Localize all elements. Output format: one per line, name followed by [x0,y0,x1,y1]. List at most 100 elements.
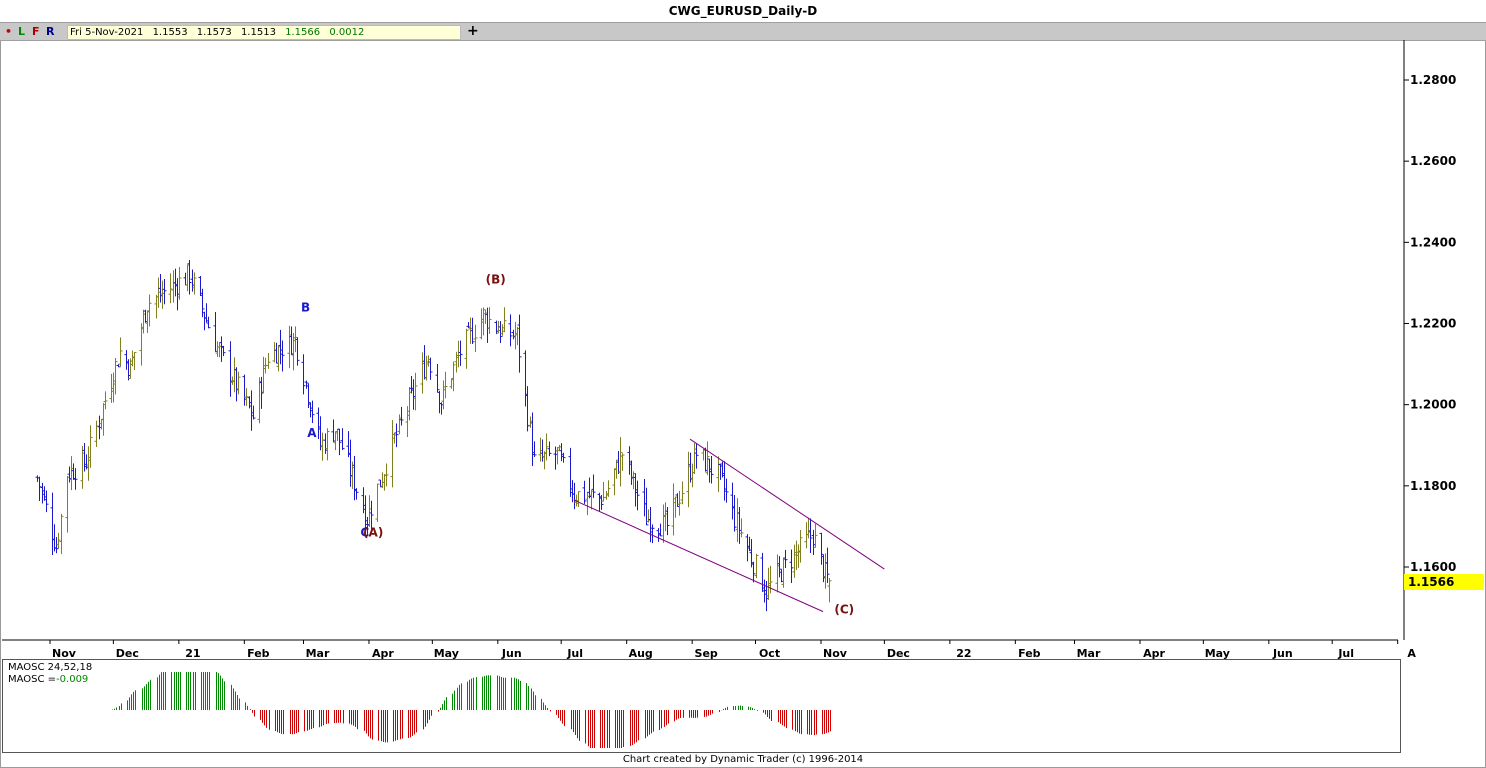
record-dot-button[interactable]: • [5,25,13,38]
ohlc-bar [811,529,816,556]
ohlc-bar [249,390,254,431]
ohlc-bar [572,482,577,510]
ohlc-readout: Fri 5-Nov-2021 1.1553 1.1573 1.1513 1.15… [67,25,461,40]
ohlc-bar [118,337,123,367]
ohlc-bar [513,321,518,350]
f-button[interactable]: F [32,25,40,38]
ohlc-bar [384,463,389,487]
ohlc-bar [823,553,828,589]
ohlc-bar [464,328,469,369]
ohlc-bar [71,463,76,480]
ohlc-bar [109,373,114,403]
ohlc-bar [627,446,632,475]
y-tick-label: 1.2400 [1410,235,1456,249]
ohlc-bar [783,549,788,569]
ohlc-bar [204,303,209,323]
ohlc-bar [409,376,414,394]
ohlc-bar [515,326,520,346]
x-tick-label: Aug [629,647,653,660]
l-button[interactable]: L [18,25,26,38]
plus-icon[interactable]: + [467,23,479,39]
ohlc-bar [234,367,239,402]
x-tick-label: Mar [1077,647,1101,660]
oscillator-value-label: MAOSC = [8,674,57,685]
ohlc-bar [177,267,182,300]
x-tick-label: Jun [1272,647,1293,660]
ohlc-bar [606,480,611,497]
ohlc-bar [287,325,292,369]
ohlc-bar [141,309,146,334]
ohlc-bar [443,371,448,399]
ohlc-bar [236,371,241,395]
oscillator-value-number: -0.009 [56,674,89,685]
ohlc-bar [244,388,249,406]
footer-credit: Chart created by Dynamic Trader (c) 1996… [622,754,864,765]
ohlc-bar [154,294,159,319]
wave-label: (B) [486,272,506,286]
ohlc-bar [766,567,771,600]
y-tick-label: 1.1600 [1410,560,1456,574]
ohlc-bar [407,387,412,421]
ohlc-bar [73,468,78,490]
ohlc-bar [88,425,93,468]
ohlc-bar [132,351,137,370]
ohlc-bar [101,403,106,436]
ohlc-bar [677,490,682,516]
ohlc-bar [494,320,499,335]
ohlc-bar [747,536,752,552]
ohlc-bar [143,309,148,323]
ohlc-bar [576,491,581,508]
ohlc-bar [737,506,742,544]
ohlc-bar [701,449,706,461]
x-tick-label: Mar [306,647,330,660]
ohlc-bar [266,352,271,369]
ohlc-bar [367,495,372,527]
ohlc-bar [162,279,167,305]
x-tick-label: Nov [823,647,848,660]
ohlc-bar [523,350,528,407]
ohlc-bar [291,332,296,371]
ohlc-bar [591,474,596,498]
ohlc-bar [616,450,621,475]
ohlc-bar [124,350,129,370]
price-chart[interactable]: 1.2800 1.2600 1.2400 1.2200 1.2000 1.1800 1.16… [0,40,1486,660]
ohlc-bar [559,443,564,462]
ohlc-bar [694,443,699,469]
ohlc-bar [650,524,655,544]
ohlc-bar [437,390,442,414]
ohlc-bar [126,359,131,381]
x-tick-label: Apr [1143,647,1165,660]
x-tick-label: May [434,647,459,660]
channel-line[interactable] [689,438,885,570]
x-tick-label: Jun [501,647,522,660]
ohlc-bar [428,357,433,380]
ohlc-bar [483,309,488,324]
channel-line[interactable] [573,499,824,613]
ohlc-date: Fri 5-Nov-2021 [70,27,144,38]
x-tick-label: 21 [185,647,200,660]
ohlc-bar [173,268,178,297]
ohlc-bar [183,272,188,286]
ohlc-bar [553,446,558,470]
ohlc-bar [686,451,691,508]
ohlc-bar [631,471,636,490]
ohlc-bar [646,509,651,523]
ohlc-bar [394,423,399,448]
ohlc-bar [735,498,740,543]
r-button[interactable]: R [46,25,55,38]
ohlc-bar [658,523,663,537]
ohlc-bar [466,322,471,328]
wave-label: A [307,426,317,440]
ohlc-bar [304,380,309,389]
ohlc-bar [525,386,530,432]
ohlc-bar [479,308,484,340]
ohlc-bar [363,495,368,529]
ohlc-bar [716,456,721,493]
ohlc-bar [97,415,102,440]
ohlc-bar [175,278,180,311]
ohlc-bar [642,478,647,517]
ohlc-bar [508,314,513,347]
ohlc-bar [796,544,801,568]
ohlc-bar [473,324,478,353]
ohlc-bar [749,538,754,568]
